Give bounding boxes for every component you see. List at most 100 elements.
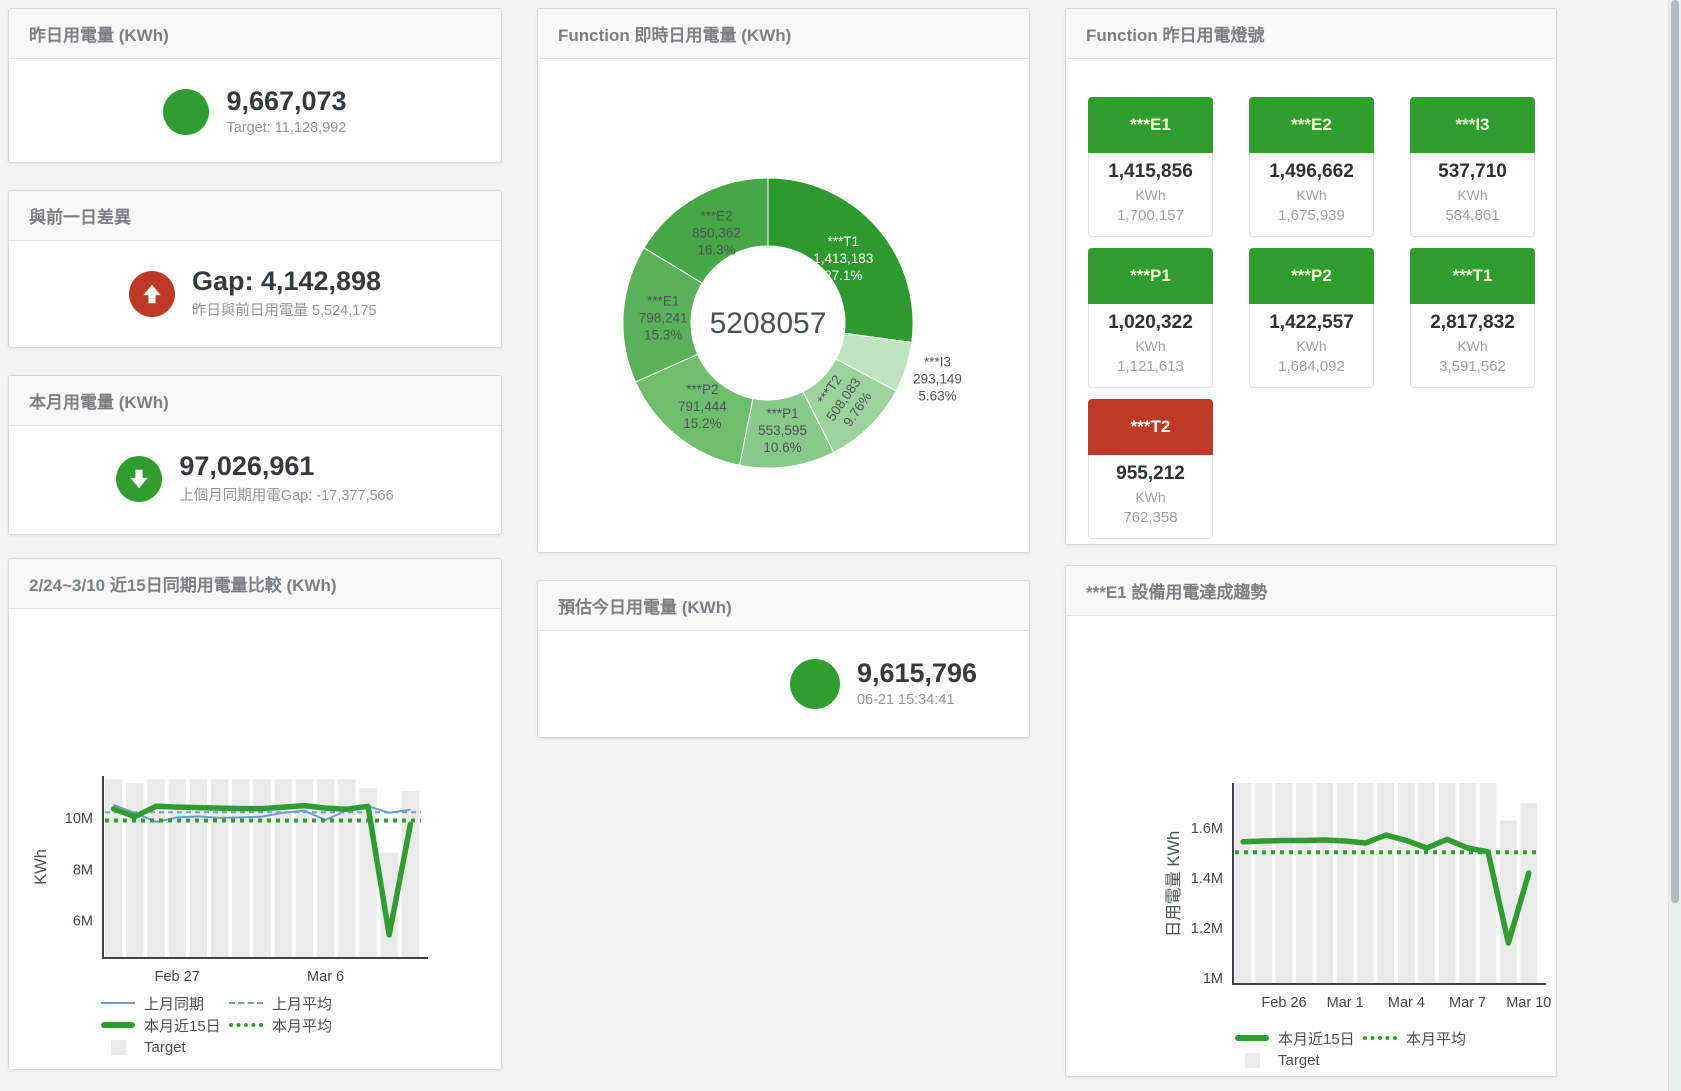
- tile-unit: KWh: [1135, 489, 1166, 505]
- svg-text:Mar 1: Mar 1: [1327, 995, 1364, 1011]
- status-tile-p2: ***P2 1,422,557 KWh 1,684,092: [1249, 248, 1374, 388]
- legend-item-this-month-avg[interactable]: 本月平均: [1363, 1028, 1466, 1049]
- status-tile-p1: ***P1 1,020,322 KWh 1,121,613: [1088, 248, 1213, 388]
- status-tile-e2: ***E2 1,496,662 KWh 1,675,939: [1249, 97, 1374, 237]
- tile-value: 537,710: [1438, 161, 1507, 182]
- month-usage-stat: 97,026,961 上個月同期用電Gap: -17,377,566: [9, 426, 501, 531]
- status-tile-header: ***E2: [1249, 97, 1374, 153]
- status-tile-header: ***P1: [1088, 248, 1213, 304]
- legend-label: 本月近15日: [144, 1017, 221, 1035]
- legend-label: 本月近15日: [1278, 1030, 1355, 1048]
- svg-text:Mar 7: Mar 7: [1449, 995, 1486, 1011]
- gray-box-swatch-icon: [111, 1039, 126, 1055]
- yesterday-usage-stat: 9,667,073 Target: 11,128,992: [9, 59, 501, 164]
- vertical-scrollbar-thumb[interactable]: [1671, 0, 1679, 903]
- tile-unit: KWh: [1296, 338, 1327, 354]
- green-status-circle-icon: [789, 658, 840, 709]
- yesterday-usage-value: 9,667,073: [226, 86, 347, 117]
- svg-text:10M: 10M: [65, 811, 93, 827]
- blue-line-swatch-icon: [101, 1002, 135, 1004]
- blue-dash-swatch-icon: [229, 1002, 263, 1004]
- compare-trend-chart: 6M 8M 10M Feb 27 Mar 6 KWh: [32, 776, 428, 985]
- svg-text:Mar 6: Mar 6: [307, 969, 344, 981]
- day-gap-stat: Gap: 4,142,898 昨日與前日用電量 5,524,175: [9, 241, 501, 346]
- panel-title-estimate-today: 預估今日用電量 (KWh): [538, 581, 1029, 631]
- tile-unit: KWh: [1296, 187, 1327, 203]
- status-tile-header: ***E1: [1088, 97, 1213, 153]
- tile-value: 1,496,662: [1269, 161, 1354, 182]
- up-arrow-icon: [128, 270, 175, 317]
- gray-box-swatch-icon: [1245, 1052, 1260, 1068]
- status-tile-header: ***P2: [1249, 248, 1374, 304]
- tile-target: 1,121,613: [1117, 358, 1184, 375]
- tile-value: 2,817,832: [1430, 312, 1515, 333]
- tile-target: 1,675,939: [1278, 207, 1345, 224]
- panel-yesterday-usage: 昨日用電量 (KWh) 9,667,073 Target: 11,128,992: [8, 8, 502, 163]
- tile-value: 1,422,557: [1269, 312, 1354, 333]
- legend-item-this-month-15d[interactable]: 本月近15日: [101, 1015, 229, 1036]
- panel-estimate-today: 預估今日用電量 (KWh) 9,615,796 06-21 15:34:41: [537, 580, 1030, 738]
- legend-item-this-month-avg[interactable]: 本月平均: [229, 1015, 332, 1036]
- estimate-today-timestamp: 06-21 15:34:41: [856, 691, 955, 708]
- realtime-usage-donut-chart: ***T1 1,413,183 27.1%***I3 293,149 5.63%***T…: [622, 177, 962, 469]
- middle-column: Function 即時日用電量 (KWh) ***T1 1,413,183 27.1…: [537, 8, 1030, 1083]
- panel-title-yesterday-usage: 昨日用電量 (KWh): [9, 9, 501, 59]
- green-dot-swatch-icon: [229, 1023, 263, 1027]
- estimate-today-value: 9,615,796: [856, 658, 978, 689]
- svg-text:1.2M: 1.2M: [1191, 921, 1223, 937]
- tile-value: 1,020,322: [1108, 312, 1193, 333]
- tile-value: 1,415,856: [1108, 161, 1193, 182]
- svg-text:Mar 4: Mar 4: [1388, 995, 1425, 1011]
- svg-text:Mar 10: Mar 10: [1506, 995, 1551, 1011]
- svg-text:日用電量 KWh: 日用電量 KWh: [1165, 831, 1183, 937]
- status-tile-header: ***I3: [1410, 97, 1535, 153]
- day-gap-sub: 昨日與前日用電量 5,524,175: [191, 303, 377, 320]
- tile-target: 3,591,562: [1439, 358, 1506, 375]
- legend-item-last-month-avg[interactable]: 上月平均: [229, 993, 332, 1014]
- panel-compare-chart: 2/24~3/10 近15日同期用電量比較 (KWh) 6M 8M 10M Feb 2…: [8, 558, 502, 1070]
- svg-text:8M: 8M: [73, 862, 93, 878]
- month-usage-sub: 上個月同期用電Gap: -17,377,566: [179, 488, 394, 505]
- svg-text:Feb 27: Feb 27: [155, 969, 200, 981]
- tile-unit: KWh: [1135, 187, 1166, 203]
- tile-unit: KWh: [1457, 338, 1488, 354]
- legend-label: 本月平均: [1406, 1030, 1467, 1048]
- legend-item-target[interactable]: Target: [101, 1039, 186, 1056]
- legend-label: 本月平均: [272, 1017, 333, 1035]
- tile-target: 1,684,092: [1278, 358, 1345, 375]
- tile-target: 1,700,157: [1117, 207, 1184, 224]
- vertical-scrollbar-track[interactable]: [1668, 0, 1681, 1091]
- legend-label: Target: [1278, 1051, 1320, 1069]
- panel-title-e1-trend: ***E1 設備用電達成趨勢: [1066, 566, 1556, 616]
- svg-text:1M: 1M: [1203, 971, 1223, 987]
- day-gap-value: Gap: 4,142,898: [191, 265, 382, 296]
- yesterday-usage-target: Target: 11,128,992: [226, 119, 347, 136]
- legend-label: 上月平均: [272, 995, 333, 1013]
- tile-target: 584,861: [1445, 207, 1500, 224]
- panel-realtime-donut: Function 即時日用電量 (KWh) ***T1 1,413,183 27.1…: [537, 8, 1030, 553]
- green-line-swatch-icon: [101, 1022, 135, 1028]
- status-tile-header: ***T1: [1410, 248, 1535, 304]
- legend-item-last-month-period[interactable]: 上月同期: [101, 993, 229, 1014]
- svg-text:1.4M: 1.4M: [1191, 871, 1223, 887]
- green-status-circle-icon: [163, 88, 210, 135]
- left-column: 昨日用電量 (KWh) 9,667,073 Target: 11,128,992…: [8, 8, 502, 1083]
- panel-title-realtime-donut: Function 即時日用電量 (KWh): [538, 9, 1029, 59]
- legend-item-target[interactable]: Target: [1235, 1052, 1320, 1069]
- right-column: Function 昨日用電燈號 ***E1 1,415,856 KWh 1,700,…: [1065, 8, 1557, 1083]
- legend-item-this-month-15d[interactable]: 本月近15日: [1235, 1028, 1363, 1049]
- panel-title-compare-chart: 2/24~3/10 近15日同期用電量比較 (KWh): [9, 559, 501, 609]
- status-tile-t1: ***T1 2,817,832 KWh 3,591,562: [1410, 248, 1535, 388]
- month-usage-value: 97,026,961: [179, 450, 315, 481]
- svg-text:KWh: KWh: [32, 849, 50, 885]
- estimate-today-stat: 9,615,796 06-21 15:34:41: [638, 631, 1129, 736]
- status-tile-i3: ***I3 537,710 KWh 584,861: [1410, 97, 1535, 237]
- svg-text:5208057: 5208057: [710, 307, 827, 340]
